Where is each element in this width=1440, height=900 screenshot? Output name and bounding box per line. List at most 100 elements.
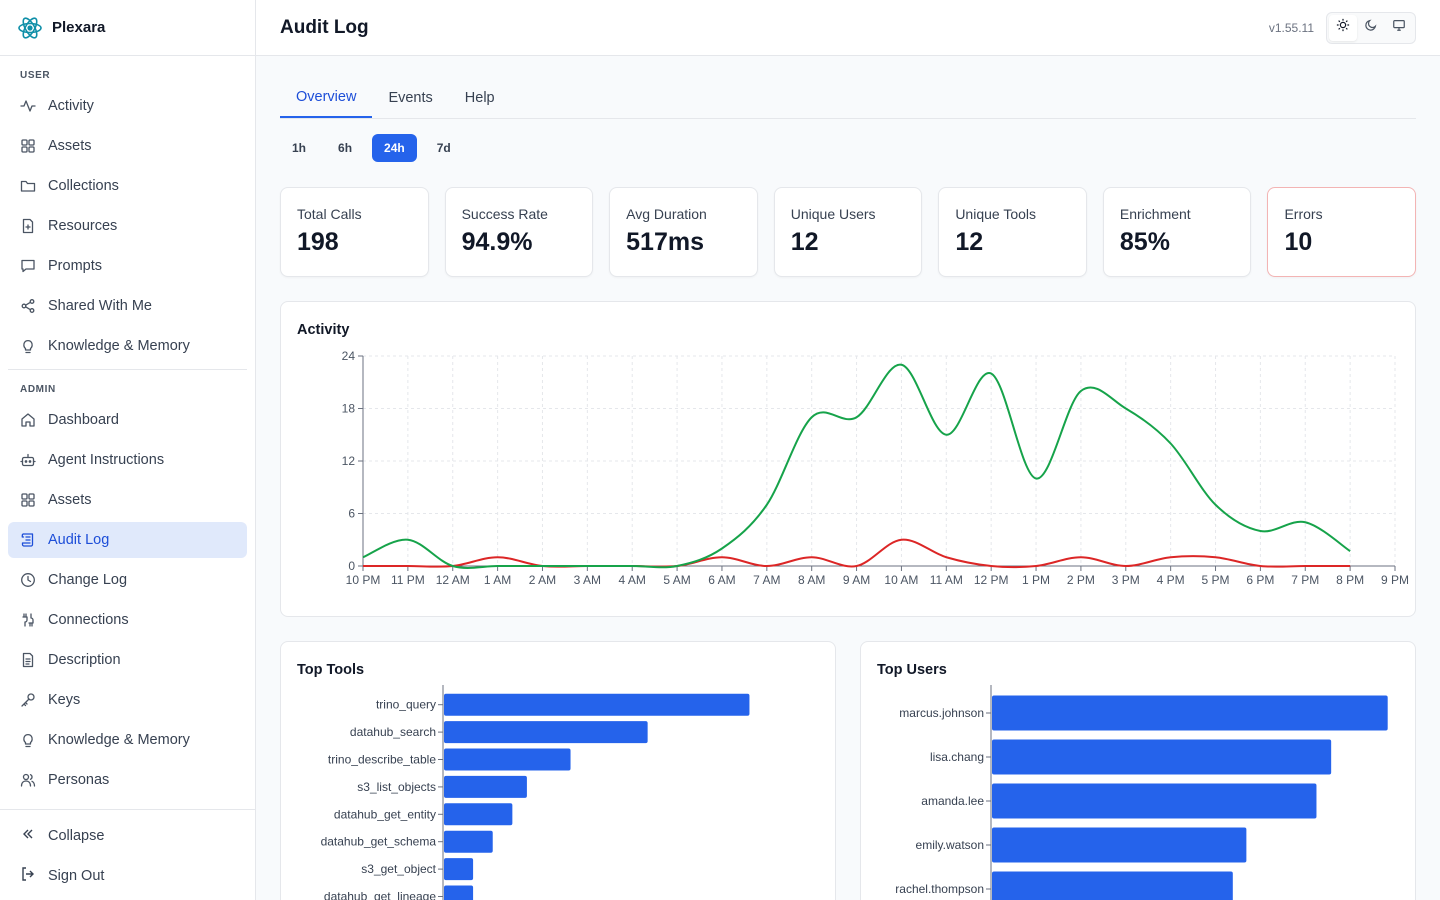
tab-events[interactable]: Events: [388, 90, 433, 106]
bar: [444, 693, 750, 716]
stat-success-rate: Success Rate 94.9%: [444, 187, 594, 277]
category-label: rachel.thompson: [895, 882, 984, 896]
sidebar-item-description[interactable]: Description: [8, 642, 247, 678]
sidebar-divider: [8, 369, 247, 370]
success-series-line: [362, 363, 1351, 569]
doc-icon: [20, 652, 36, 668]
sidebar-item-label: Personas: [48, 772, 110, 788]
x-tick-label: 12 AM: [436, 573, 470, 587]
activity-icon: [20, 98, 36, 114]
x-tick-label: 10 PM: [346, 573, 381, 587]
main-content: Overview Events Help 1h 6h 24h 7d Total …: [280, 56, 1417, 277]
sidebar-item-label: Keys: [48, 692, 81, 708]
sidebar-item-label: Agent Instructions: [48, 452, 165, 468]
range-24h-button[interactable]: 24h: [372, 134, 417, 162]
category-label: datahub_get_lineage: [324, 890, 436, 900]
tab-overview[interactable]: Overview: [280, 89, 373, 118]
range-7d-button[interactable]: 7d: [436, 141, 451, 155]
x-tick-label: 10 AM: [884, 573, 918, 587]
x-tick-label: 3 AM: [574, 573, 601, 587]
sun-icon: [1336, 18, 1350, 37]
light-theme-button[interactable]: [1329, 14, 1357, 41]
x-tick-label: 2 AM: [529, 573, 556, 587]
stat-label: Enrichment: [1119, 206, 1191, 222]
sidebar-item-label: Knowledge & Memory: [48, 338, 190, 354]
tab-help[interactable]: Help: [464, 90, 495, 106]
sidebar-item-assets[interactable]: Assets: [8, 482, 247, 518]
x-tick-label: 7 PM: [1291, 573, 1319, 587]
category-label: trino_describe_table: [328, 753, 436, 767]
dark-theme-button[interactable]: [1357, 15, 1385, 41]
x-tick-label: 1 AM: [484, 573, 511, 587]
top-users-title: Top Users: [877, 662, 947, 678]
x-tick-label: 2 PM: [1067, 573, 1095, 587]
brand[interactable]: Plexara: [0, 0, 255, 56]
top-users-chart: marcus.johnson lisa.chang amanda.lee emily.…: [895, 685, 1388, 900]
sidebar-item-collections[interactable]: Collections: [8, 168, 247, 204]
folder-icon: [20, 178, 36, 194]
sidebar-footer: Collapse Sign Out: [0, 809, 255, 900]
key-icon: [20, 692, 36, 708]
monitor-icon: [1392, 18, 1406, 37]
stat-enrichment: Enrichment 85%: [1102, 187, 1252, 277]
message-icon: [20, 258, 36, 274]
collapse-button[interactable]: Collapse: [8, 818, 247, 854]
sidebar-item-keys[interactable]: Keys: [8, 682, 247, 718]
x-tick-label: 3 PM: [1112, 573, 1140, 587]
section-label-admin: ADMIN: [20, 384, 56, 395]
activity-chart: 0 6 12 18 24 10 PM 11 PM 12 AM 1 AM 2 AM 3 AM 4 AM 5…: [342, 349, 1409, 587]
x-tick-label: 9 PM: [1381, 573, 1409, 587]
x-tick-label: 1 PM: [1022, 573, 1050, 587]
range-6h-button[interactable]: 6h: [338, 141, 353, 155]
sidebar-item-dashboard[interactable]: Dashboard: [8, 402, 247, 438]
range-1h-button[interactable]: 1h: [292, 141, 307, 155]
x-tick-label: 4 AM: [619, 573, 646, 587]
sidebar-item-agent-instructions[interactable]: Agent Instructions: [8, 442, 247, 478]
bar: [444, 858, 474, 881]
x-tick-label: 11 AM: [930, 573, 963, 587]
stat-value: 94.9%: [461, 228, 533, 256]
sidebar-item-shared-with-me[interactable]: Shared With Me: [8, 288, 247, 324]
sidebar-item-activity[interactable]: Activity: [8, 88, 247, 124]
sidebar-item-personas[interactable]: Personas: [8, 762, 247, 798]
sidebar-item-change-log[interactable]: Change Log: [8, 562, 247, 598]
stat-label: Total Calls: [297, 206, 362, 222]
bar: [992, 871, 1233, 900]
grid-icon: [20, 492, 36, 508]
activity-card: Activity 0 6 12 18 24 10 PM 11 PM 12 AM 1 AM 2 AM…: [280, 301, 1416, 617]
lightbulb-icon: [20, 732, 36, 748]
stat-value: 198: [297, 228, 339, 256]
x-tick-label: 8 AM: [798, 573, 825, 587]
sidebar-item-label: Assets: [48, 138, 92, 154]
section-label-user: USER: [20, 70, 51, 81]
system-theme-button[interactable]: [1385, 15, 1413, 41]
sidebar-item-prompts[interactable]: Prompts: [8, 248, 247, 284]
bar: [992, 739, 1332, 775]
clock-icon: [20, 572, 36, 588]
y-tick-label: 24: [342, 349, 356, 363]
top-users-card: Top Users marcus.johnson lisa.chang amanda…: [860, 641, 1416, 900]
bar: [992, 783, 1317, 819]
stat-total-calls: Total Calls 198: [280, 187, 429, 277]
top-header: Audit Log v1.55.11: [256, 0, 1440, 56]
bar: [444, 775, 527, 798]
chevrons-left-icon: [20, 826, 36, 846]
sidebar-item-audit-log[interactable]: Audit Log: [8, 522, 247, 558]
sidebar-item-assets[interactable]: Assets: [8, 128, 247, 164]
log-out-icon: [20, 866, 36, 886]
category-label: marcus.johnson: [899, 706, 984, 720]
stat-value: 517ms: [626, 228, 705, 256]
bar: [444, 885, 474, 900]
sidebar-item-resources[interactable]: Resources: [8, 208, 247, 244]
sign-out-button[interactable]: Sign Out: [8, 858, 247, 894]
sidebar-item-knowledge-and-memory[interactable]: Knowledge & Memory: [8, 328, 247, 364]
sidebar-item-knowledge-and-memory[interactable]: Knowledge & Memory: [8, 722, 247, 758]
stat-value: 85%: [1119, 228, 1170, 256]
stat-value: 10: [1284, 228, 1313, 256]
top-tools-card: Top Tools trino_query datahub_search trino…: [280, 641, 836, 900]
category-label: emily.watson: [916, 838, 984, 852]
sidebar-item-connections[interactable]: Connections: [8, 602, 247, 638]
x-tick-label: 5 AM: [663, 573, 690, 587]
page-title: Audit Log: [280, 16, 369, 38]
x-tick-label: 6 AM: [708, 573, 735, 587]
